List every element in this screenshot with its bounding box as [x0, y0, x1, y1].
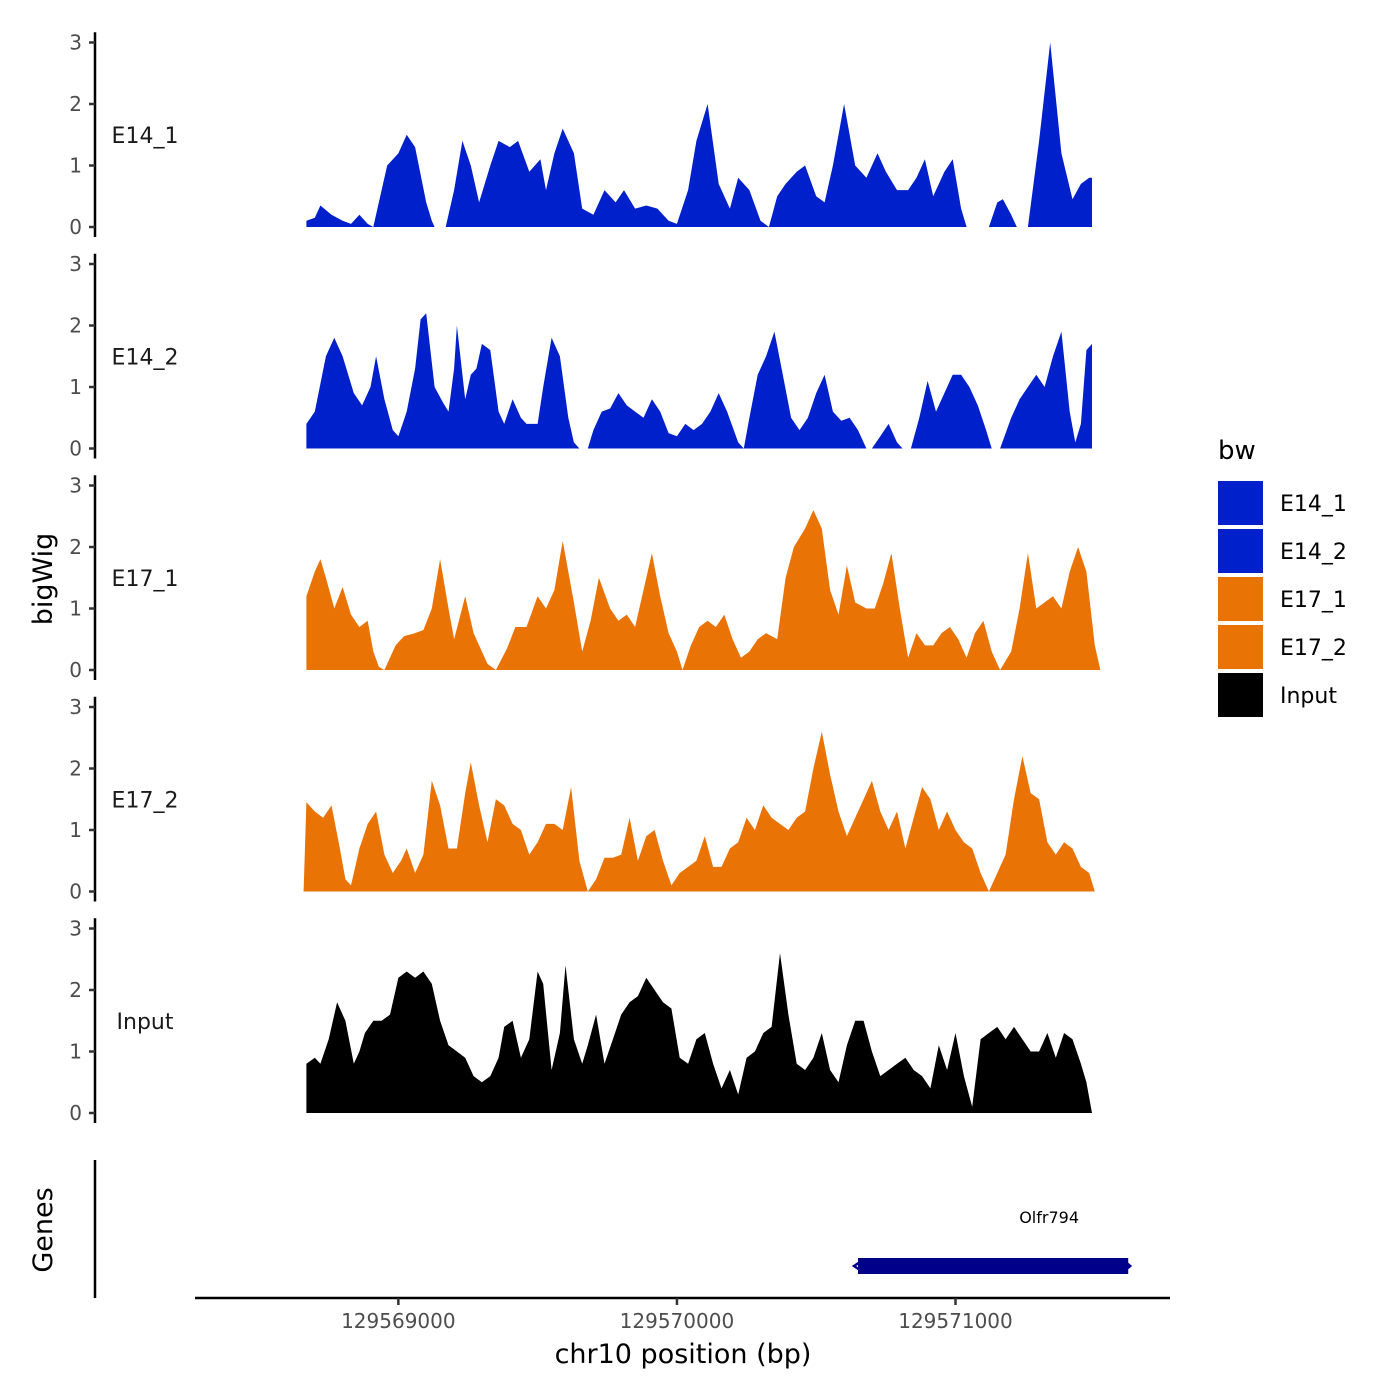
legend-swatch-e14-2 — [1218, 529, 1263, 573]
y-tick-label: 2 — [69, 92, 82, 116]
gene-strand-arrow — [851, 1258, 864, 1274]
legend-swatch-e17-1 — [1218, 577, 1263, 621]
y-tick-label: 3 — [69, 474, 82, 498]
track-e17-2: 0 1 2 3 E17_2 — [69, 695, 1095, 904]
y-axis-title: bigWig — [28, 533, 59, 626]
gene-label: Olfr794 — [1019, 1208, 1079, 1227]
coverage-area-e14-2 — [306, 313, 1092, 449]
gene-strand-arrow — [1123, 1260, 1133, 1272]
track-label: E17_2 — [112, 788, 179, 813]
y-tick-label: 0 — [69, 215, 82, 239]
legend: bw E14_1 E14_2 E17_1 E17_2 Input — [1218, 436, 1347, 717]
y-tick-label: 1 — [69, 154, 82, 178]
x-tick-label: 129569000 — [341, 1309, 456, 1333]
tracks-layer: 0 1 2 3 E14_1 0 1 2 3 E14_2 0 1 2 3 E17_1 0 1 2 3 E17_2 0 1 2 3… — [69, 31, 1101, 1125]
legend-swatch-e14-1 — [1218, 481, 1263, 525]
coverage-area-input — [306, 953, 1092, 1113]
x-tick-label: 129571000 — [898, 1309, 1013, 1333]
track-e14-1: 0 1 2 3 E14_1 — [69, 31, 1092, 239]
y-tick-label: 2 — [69, 535, 82, 559]
legend-title: bw — [1218, 436, 1256, 466]
coverage-area-e17-2 — [303, 731, 1095, 892]
track-label: E14_1 — [112, 124, 179, 149]
x-tick-label: 129570000 — [620, 1309, 735, 1333]
genes-panel: Olfr794 — [93, 1160, 1133, 1298]
x-axis: 129569000 129570000 129571000 — [195, 1296, 1170, 1333]
gene-body-olfr794 — [858, 1258, 1129, 1274]
y-tick-label: 3 — [69, 917, 82, 941]
track-e14-2: 0 1 2 3 E14_2 — [69, 252, 1092, 461]
coverage-area-e17-1 — [306, 510, 1101, 670]
legend-label-input: Input — [1280, 684, 1337, 709]
y-tick-label: 2 — [69, 978, 82, 1002]
x-axis-title: chr10 position (bp) — [555, 1339, 812, 1370]
genes-axis-title: Genes — [28, 1187, 59, 1272]
legend-label-e14-1: E14_1 — [1280, 492, 1347, 517]
y-tick-label: 3 — [69, 252, 82, 276]
y-tick-label: 3 — [69, 31, 82, 55]
y-tick-label: 2 — [69, 757, 82, 781]
y-tick-label: 1 — [69, 818, 82, 842]
y-tick-label: 1 — [69, 1040, 82, 1064]
y-tick-label: 0 — [69, 880, 82, 904]
legend-swatch-input — [1218, 673, 1263, 717]
track-label: E17_1 — [112, 567, 179, 592]
legend-label-e14-2: E14_2 — [1280, 540, 1347, 565]
track-e17-1: 0 1 2 3 E17_1 — [69, 474, 1101, 682]
track-label: Input — [117, 1010, 174, 1035]
y-tick-label: 0 — [69, 437, 82, 461]
coverage-area-e14-1 — [306, 42, 1092, 227]
y-tick-label: 0 — [69, 1101, 82, 1125]
y-tick-label: 2 — [69, 314, 82, 338]
legend-label-e17-2: E17_2 — [1280, 636, 1347, 661]
track-label: E14_2 — [112, 345, 179, 370]
y-tick-label: 1 — [69, 375, 82, 399]
legend-swatch-e17-2 — [1218, 625, 1263, 669]
legend-label-e17-1: E17_1 — [1280, 588, 1347, 613]
y-tick-label: 1 — [69, 597, 82, 621]
y-tick-label: 3 — [69, 695, 82, 719]
track-input: 0 1 2 3 Input — [69, 917, 1092, 1125]
y-tick-label: 0 — [69, 658, 82, 682]
